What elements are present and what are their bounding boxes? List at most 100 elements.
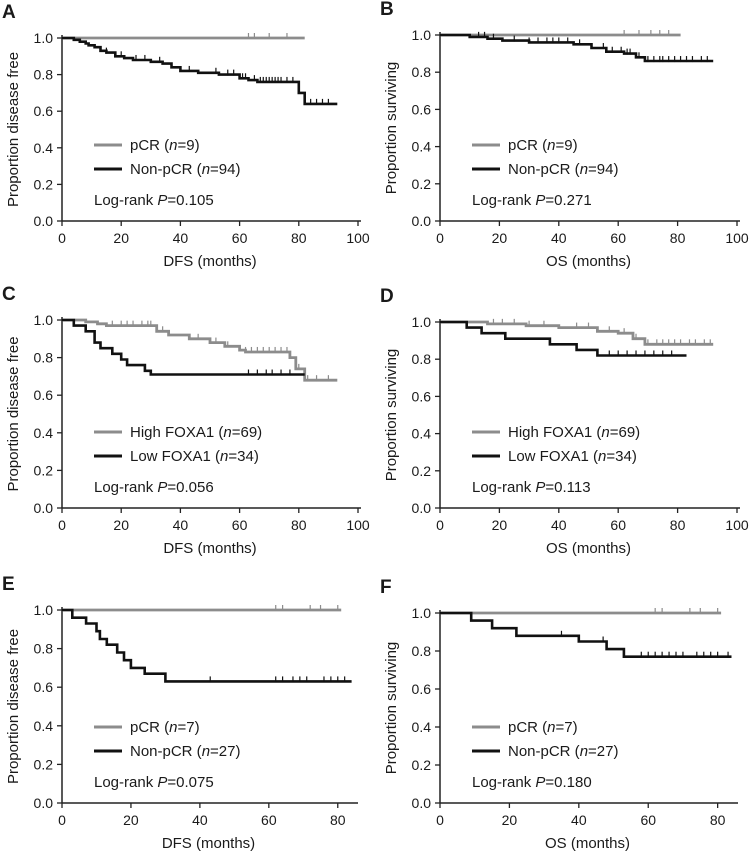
x-tick-label: 0 <box>58 517 66 533</box>
legend-label: Low FOXA1 (n=34) <box>130 448 259 465</box>
x-tick-label: 100 <box>725 517 749 533</box>
pvalue-symbol: P <box>535 192 545 209</box>
legend-name: High FOXA1 ( <box>130 424 223 441</box>
legend-label: Non-pCR (n=94) <box>508 161 618 178</box>
km-curve-high-foxa1 <box>62 318 338 382</box>
x-tick-label: 60 <box>640 812 656 828</box>
x-axis-label: OS (months) <box>545 835 630 851</box>
y-tick-label: 0.4 <box>412 139 432 155</box>
legend-n-value: =7) <box>178 719 200 736</box>
legend-n-value: =94) <box>588 161 618 178</box>
legend-name: pCR ( <box>508 137 547 154</box>
y-tick-label: 0.0 <box>412 500 432 516</box>
x-tick-label: 40 <box>173 230 189 246</box>
y-tick-label: 0.4 <box>34 140 54 156</box>
legend-n-symbol: n <box>202 743 210 760</box>
legend-n-value: =9) <box>556 137 578 154</box>
x-tick-label: 0 <box>436 812 444 828</box>
y-tick-label: 0.4 <box>34 425 54 441</box>
y-tick-label: 1.0 <box>412 605 432 621</box>
legend-label: Non-pCR (n=27) <box>130 743 240 760</box>
x-tick-label: 100 <box>346 517 370 533</box>
legend-n-value: =9) <box>178 137 200 154</box>
legend-label: Low FOXA1 (n=34) <box>508 448 637 465</box>
km-curve-non-pcr <box>440 33 714 63</box>
x-tick-label: 0 <box>58 230 66 246</box>
panel-letter: C <box>2 284 16 305</box>
y-tick-label: 0.2 <box>34 756 54 772</box>
pvalue-prefix: Log-rank <box>94 479 157 496</box>
pvalue-label: Log-rank P=0.105 <box>94 192 214 209</box>
pvalue-prefix: Log-rank <box>472 774 535 791</box>
panel-letter: A <box>2 2 16 23</box>
x-tick-label: 60 <box>261 812 277 828</box>
y-tick-label: 0.2 <box>34 176 54 192</box>
x-tick-label: 20 <box>113 230 129 246</box>
y-tick-label: 0.2 <box>34 462 54 478</box>
panel-a: A 0 20 40 60 80 100 0.0 0.2 0.4 0.6 0.8 1.0 DFS (mont… <box>2 2 370 270</box>
pvalue-label: Log-rank P=0.271 <box>472 192 592 209</box>
pvalue-value: =0.271 <box>545 192 591 209</box>
legend-name: Non-pCR ( <box>130 161 202 178</box>
y-tick-label: 0.0 <box>34 795 54 811</box>
pvalue-prefix: Log-rank <box>472 479 535 496</box>
km-curve-high-foxa1 <box>440 320 714 346</box>
x-axis-label: DFS (months) <box>163 253 256 270</box>
x-tick-label: 80 <box>710 812 726 828</box>
legend-n-value: =94) <box>210 161 240 178</box>
y-tick-label: 0.6 <box>412 388 432 404</box>
km-curve-non-pcr <box>62 36 338 106</box>
y-tick-label: 1.0 <box>412 314 432 330</box>
y-tick-label: 0.4 <box>34 718 54 734</box>
legend-name: pCR ( <box>130 137 169 154</box>
pvalue-symbol: P <box>535 479 545 496</box>
y-tick-label: 0.8 <box>412 64 432 80</box>
x-tick-label: 60 <box>232 230 248 246</box>
legend-n-value: =69) <box>232 424 262 441</box>
pvalue-value: =0.113 <box>545 479 590 496</box>
km-curve-non-pcr <box>440 611 732 658</box>
x-tick-label: 20 <box>502 812 518 828</box>
y-axis-label: Proportion surviving <box>383 642 400 775</box>
legend-name: Non-pCR ( <box>508 161 580 178</box>
pvalue-label: Log-rank P=0.113 <box>472 479 591 496</box>
legend-n-value: =34) <box>606 448 636 465</box>
legend-name: pCR ( <box>508 719 547 736</box>
pvalue-label: Log-rank P=0.056 <box>94 479 214 496</box>
y-tick-label: 0.8 <box>34 67 54 83</box>
y-tick-label: 0.6 <box>34 679 54 695</box>
pvalue-value: =0.056 <box>167 479 213 496</box>
pvalue-value: =0.075 <box>167 774 213 791</box>
pvalue-symbol: P <box>535 774 545 791</box>
legend-n-symbol: n <box>202 161 210 178</box>
pvalue-prefix: Log-rank <box>94 192 157 209</box>
legend-label: High FOXA1 (n=69) <box>130 424 262 441</box>
pvalue-symbol: P <box>157 479 167 496</box>
legend-n-symbol: n <box>601 424 609 441</box>
x-axis-label: DFS (months) <box>162 835 255 851</box>
y-tick-label: 0.8 <box>412 643 432 659</box>
legend-name: High FOXA1 ( <box>508 424 601 441</box>
x-tick-label: 60 <box>610 517 626 533</box>
x-tick-label: 40 <box>551 517 567 533</box>
pvalue-symbol: P <box>157 774 167 791</box>
legend-label: High FOXA1 (n=69) <box>508 424 640 441</box>
x-tick-label: 20 <box>123 812 139 828</box>
legend-name: pCR ( <box>130 719 169 736</box>
legend-n-value: =27) <box>210 743 240 760</box>
km-curve-low-foxa1 <box>440 320 687 357</box>
legend-n-value: =34) <box>228 448 258 465</box>
x-tick-label: 20 <box>113 517 129 533</box>
y-tick-label: 0.0 <box>34 500 54 516</box>
x-tick-label: 100 <box>346 230 370 246</box>
legend-n-symbol: n <box>580 743 588 760</box>
pvalue-value: =0.105 <box>167 192 213 209</box>
legend-n-value: =69) <box>610 424 640 441</box>
x-tick-label: 40 <box>192 812 208 828</box>
y-tick-label: 0.8 <box>34 350 54 366</box>
panel-d: D 0 20 40 60 80 100 0.0 0.2 0.4 0.6 0.8 1.0 OS (month… <box>380 286 749 557</box>
legend-label: pCR (n=7) <box>508 719 578 736</box>
x-tick-label: 80 <box>291 230 307 246</box>
pvalue-label: Log-rank P=0.180 <box>472 774 592 791</box>
y-tick-label: 0.2 <box>412 463 432 479</box>
